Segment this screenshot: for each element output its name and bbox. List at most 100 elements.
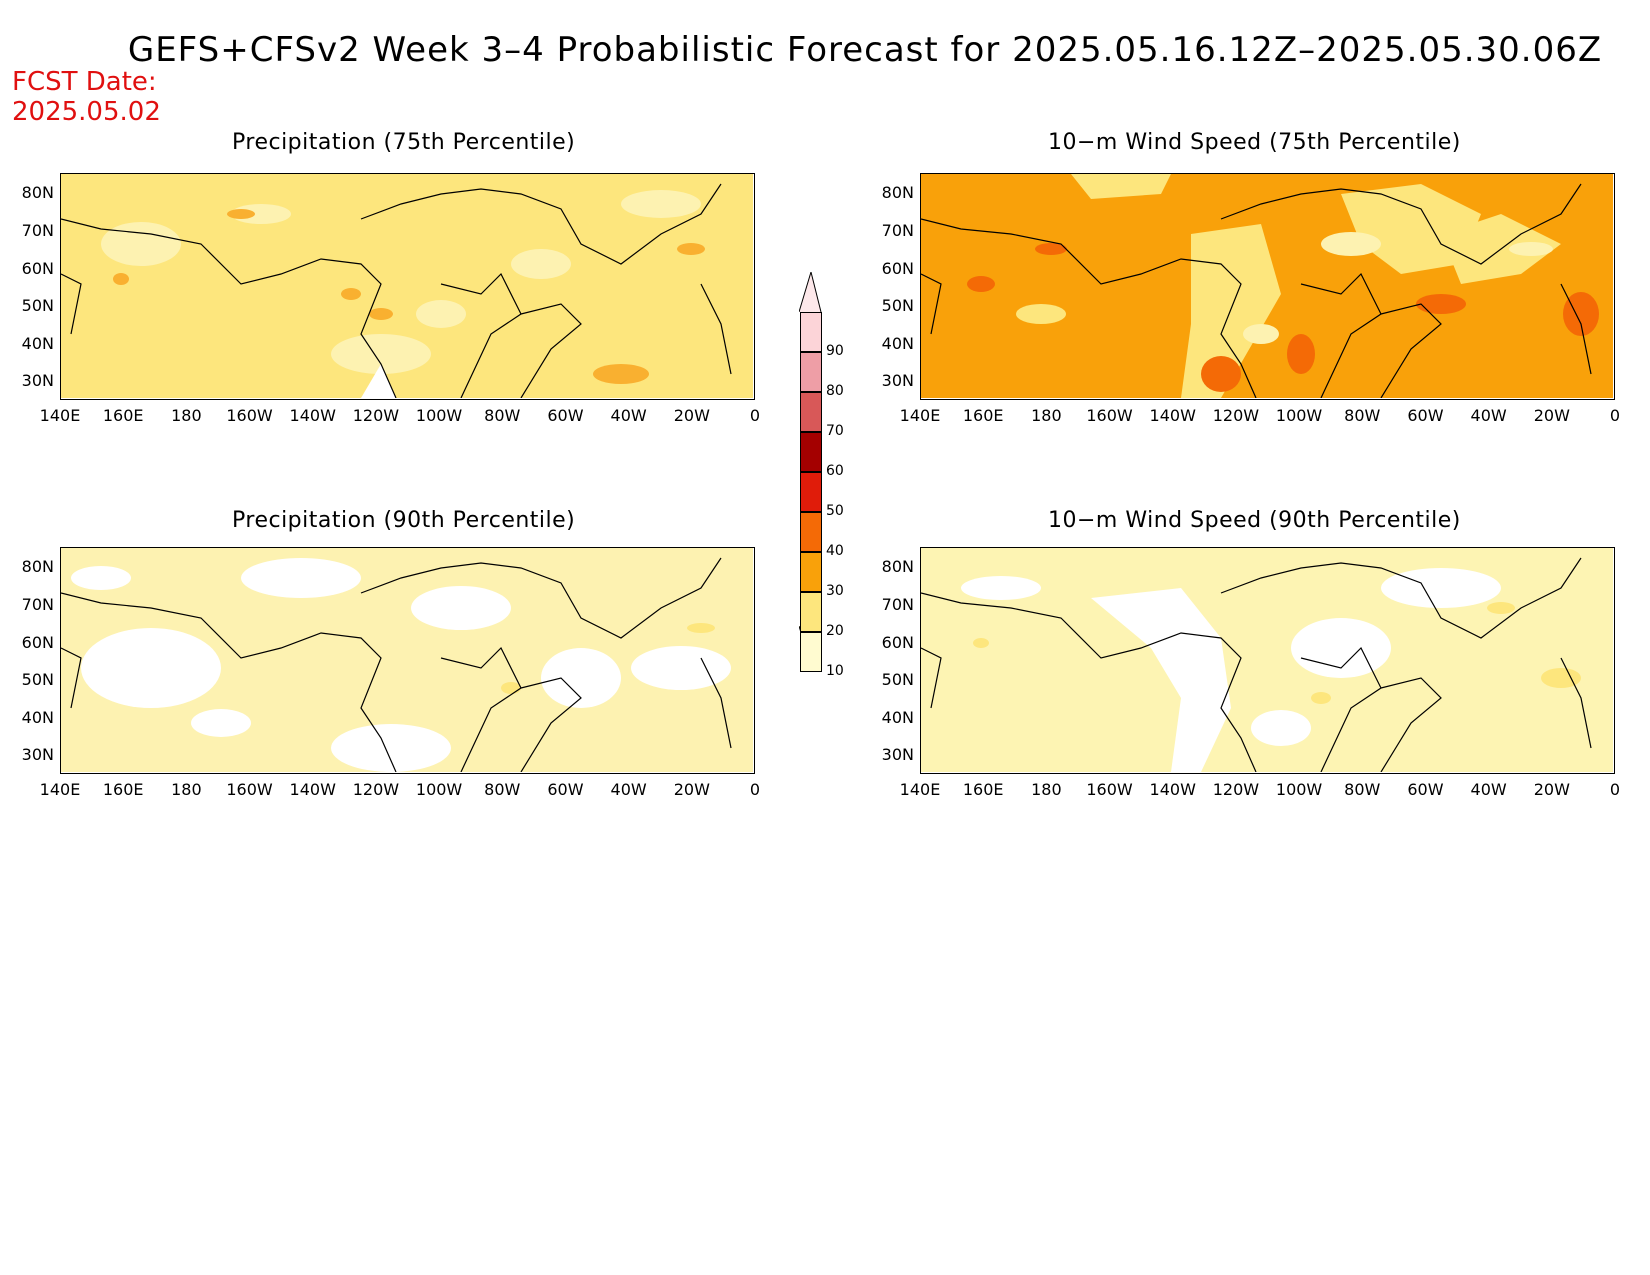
lat-tick-label: 70N [881,221,914,240]
lon-tick-label: 160E [962,780,1004,799]
lat-tick-label: 60N [881,633,914,652]
lon-tick-label: 20W [1533,406,1570,425]
lon-tick-label: 160E [962,406,1004,425]
lat-tick-label: 70N [21,595,54,614]
fcst-date-label: FCST Date: [12,67,157,97]
lon-tick-label: 140W [289,780,336,799]
lon-tick-label: 140W [1149,406,1196,425]
lon-tick-label: 40W [610,406,647,425]
lat-tick-label: 30N [21,371,54,390]
map-field [61,548,753,773]
lon-tick-label: 160W [1086,780,1133,799]
lon-tick-label: 20W [673,406,710,425]
lon-tick-label: 120W [352,780,400,799]
figure-title: GEFS+CFSv2 Week 3–4 Probabilistic Foreca… [127,30,1603,70]
colorbar-level-label: 50 [826,503,844,519]
map-field [921,174,1613,399]
colorbar-level-label: 80 [826,383,844,399]
map-wind-75 [920,173,1615,400]
panel-title: 10−m Wind Speed (90th Percentile) [1048,508,1461,533]
lon-tick-label: 0 [749,780,761,799]
lon-tick-label: 40W [1470,406,1507,425]
lon-tick-label: 140E [39,406,81,425]
lat-tick-label: 60N [21,633,54,652]
lon-tick-label: 160W [226,406,273,425]
colorbar-level-label: 70 [826,423,844,439]
lon-tick-label: 120W [1212,406,1260,425]
colorbar-level-label: 30 [826,583,844,599]
lon-tick-label: 120W [1212,780,1260,799]
lon-tick-label: 60W [1407,406,1444,425]
panel-title: Precipitation (75th Percentile) [232,130,576,155]
lat-tick-label: 30N [881,371,914,390]
lon-tick-label: 140W [289,406,336,425]
lon-tick-label: 80W [484,406,521,425]
colorbar-top-arrow [799,272,822,312]
colorbar-level-label: 90 [826,343,844,359]
lon-tick-label: 140E [39,780,81,799]
colorbar-segment [800,632,822,672]
map-wind-90 [920,547,1615,774]
lon-tick-label: 100W [415,406,463,425]
colorbar-level-label: 20 [826,623,844,639]
colorbar-segment [800,392,822,432]
lat-tick-label: 80N [881,183,914,202]
lon-tick-label: 160W [1086,406,1133,425]
lat-tick-label: 40N [21,334,54,353]
colorbar-segment [800,432,822,472]
lat-tick-label: 80N [21,183,54,202]
fcst-date-value: 2025.05.02 [12,97,161,127]
lon-tick-label: 140E [899,406,941,425]
lon-tick-label: 100W [1275,780,1323,799]
colorbar-segment [800,512,822,552]
lat-tick-label: 50N [21,670,54,689]
lon-tick-label: 40W [1470,780,1507,799]
lat-tick-label: 40N [21,708,54,727]
lon-tick-label: 20W [673,780,710,799]
lon-tick-label: 140W [1149,780,1196,799]
lat-tick-label: 80N [21,557,54,576]
lon-tick-label: 120W [352,406,400,425]
lon-tick-label: 80W [1344,780,1381,799]
map-precip-75 [60,173,755,400]
lon-tick-label: 80W [484,780,521,799]
map-field [921,548,1613,773]
lon-tick-label: 20W [1533,780,1570,799]
lat-tick-label: 60N [881,259,914,278]
colorbar-segment [800,592,822,632]
lat-tick-label: 40N [881,708,914,727]
colorbar-segment [800,552,822,592]
lat-tick-label: 50N [21,296,54,315]
colorbar-level-label: 10 [826,663,844,679]
lon-tick-label: 80W [1344,406,1381,425]
lon-tick-label: 0 [1609,406,1621,425]
lat-tick-label: 30N [21,745,54,764]
colorbar-level-label: 60 [826,463,844,479]
map-precip-90 [60,547,755,774]
colorbar-segment [800,312,822,352]
colorbar-segment [800,352,822,392]
lon-tick-label: 40W [610,780,647,799]
colorbar-segment [800,472,822,512]
lon-tick-label: 180 [1031,406,1062,425]
map-field [61,174,753,399]
colorbar-level-label: 40 [826,543,844,559]
lat-tick-label: 70N [881,595,914,614]
lon-tick-label: 60W [547,406,584,425]
lon-tick-label: 180 [171,406,202,425]
lon-tick-label: 60W [547,780,584,799]
lon-tick-label: 100W [1275,406,1323,425]
lon-tick-label: 180 [1031,780,1062,799]
panel-title: 10−m Wind Speed (75th Percentile) [1048,130,1461,155]
lat-tick-label: 50N [881,670,914,689]
lon-tick-label: 160E [102,406,144,425]
lat-tick-label: 70N [21,221,54,240]
lon-tick-label: 0 [749,406,761,425]
lat-tick-label: 50N [881,296,914,315]
panel-title: Precipitation (90th Percentile) [232,508,576,533]
lat-tick-label: 40N [881,334,914,353]
lat-tick-label: 80N [881,557,914,576]
lat-tick-label: 60N [21,259,54,278]
lon-tick-label: 140E [899,780,941,799]
lon-tick-label: 160E [102,780,144,799]
